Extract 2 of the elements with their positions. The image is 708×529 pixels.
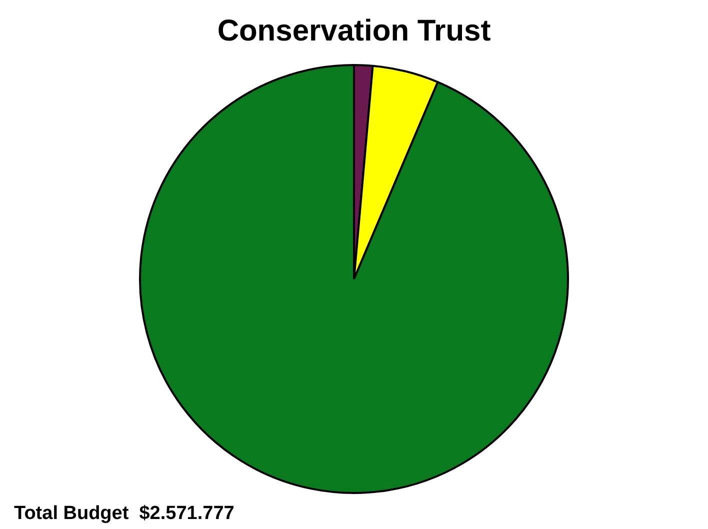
chart-title: Conservation Trust bbox=[217, 14, 491, 48]
text: Total Budget $2.571.777 bbox=[14, 503, 234, 525]
